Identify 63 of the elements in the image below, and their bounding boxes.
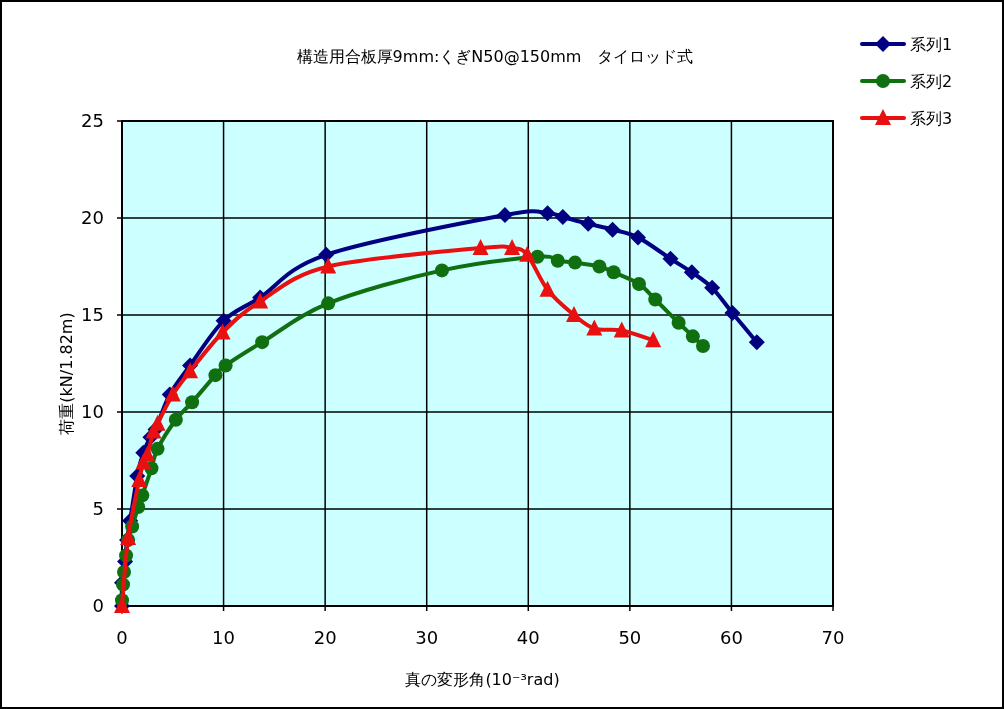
point: [320, 257, 337, 274]
x-tick-label: 10: [212, 627, 236, 648]
point: [215, 312, 232, 329]
y-axis-title: 荷重(kN/1.82m): [57, 312, 76, 435]
y-tick-label: 20: [81, 207, 104, 228]
point: [318, 246, 335, 263]
point: [182, 362, 199, 379]
point: [208, 368, 223, 383]
point: [695, 339, 710, 354]
x-tick-label: 60: [719, 627, 743, 648]
point: [539, 205, 556, 222]
point: [586, 319, 603, 336]
point: [214, 323, 231, 340]
point: [434, 263, 449, 278]
point: [185, 395, 200, 410]
x-axis-title: 真の変形角(10⁻³rad): [405, 670, 560, 689]
point: [648, 292, 663, 307]
point: [496, 207, 513, 224]
point: [645, 331, 662, 348]
point: [683, 264, 700, 281]
x-tick-label: 50: [618, 627, 642, 648]
point: [632, 276, 646, 291]
point: [255, 335, 270, 350]
point: [519, 245, 536, 262]
y-tick-label: 5: [92, 498, 104, 519]
legend-label: 系列2: [910, 72, 953, 91]
x-tick-label: 0: [116, 627, 128, 648]
point: [724, 305, 741, 322]
point: [592, 259, 607, 274]
point: [613, 321, 630, 338]
y-tick-label: 0: [92, 595, 104, 616]
point: [472, 239, 489, 256]
point: [580, 215, 597, 232]
x-tick-label: 30: [415, 627, 439, 648]
x-tick-label: 20: [313, 627, 337, 648]
point: [606, 265, 621, 280]
point: [629, 229, 646, 246]
point: [704, 279, 721, 296]
point: [168, 412, 183, 427]
legend-label: 系列3: [910, 109, 953, 128]
point: [539, 280, 556, 297]
y-tick-label: 15: [81, 304, 104, 325]
point: [321, 296, 336, 311]
point: [218, 358, 233, 373]
point: [565, 306, 582, 322]
point: [149, 414, 166, 431]
x-tick-label: 40: [516, 627, 540, 648]
point: [662, 250, 679, 267]
point: [568, 255, 583, 270]
y-tick-label: 10: [81, 401, 104, 422]
legend-label: 系列1: [910, 35, 953, 54]
chart-title: 構造用合板厚9mm:くぎN50@150mm タイロッド式: [296, 47, 694, 66]
point: [604, 221, 621, 238]
point: [748, 334, 765, 351]
point: [671, 315, 686, 330]
x-tick-label: 70: [821, 627, 845, 648]
point: [685, 329, 700, 344]
point: [550, 253, 565, 268]
point: [504, 239, 521, 256]
point: [554, 209, 571, 226]
y-tick-label: 25: [81, 110, 104, 131]
point: [139, 445, 156, 462]
point: [150, 441, 165, 456]
